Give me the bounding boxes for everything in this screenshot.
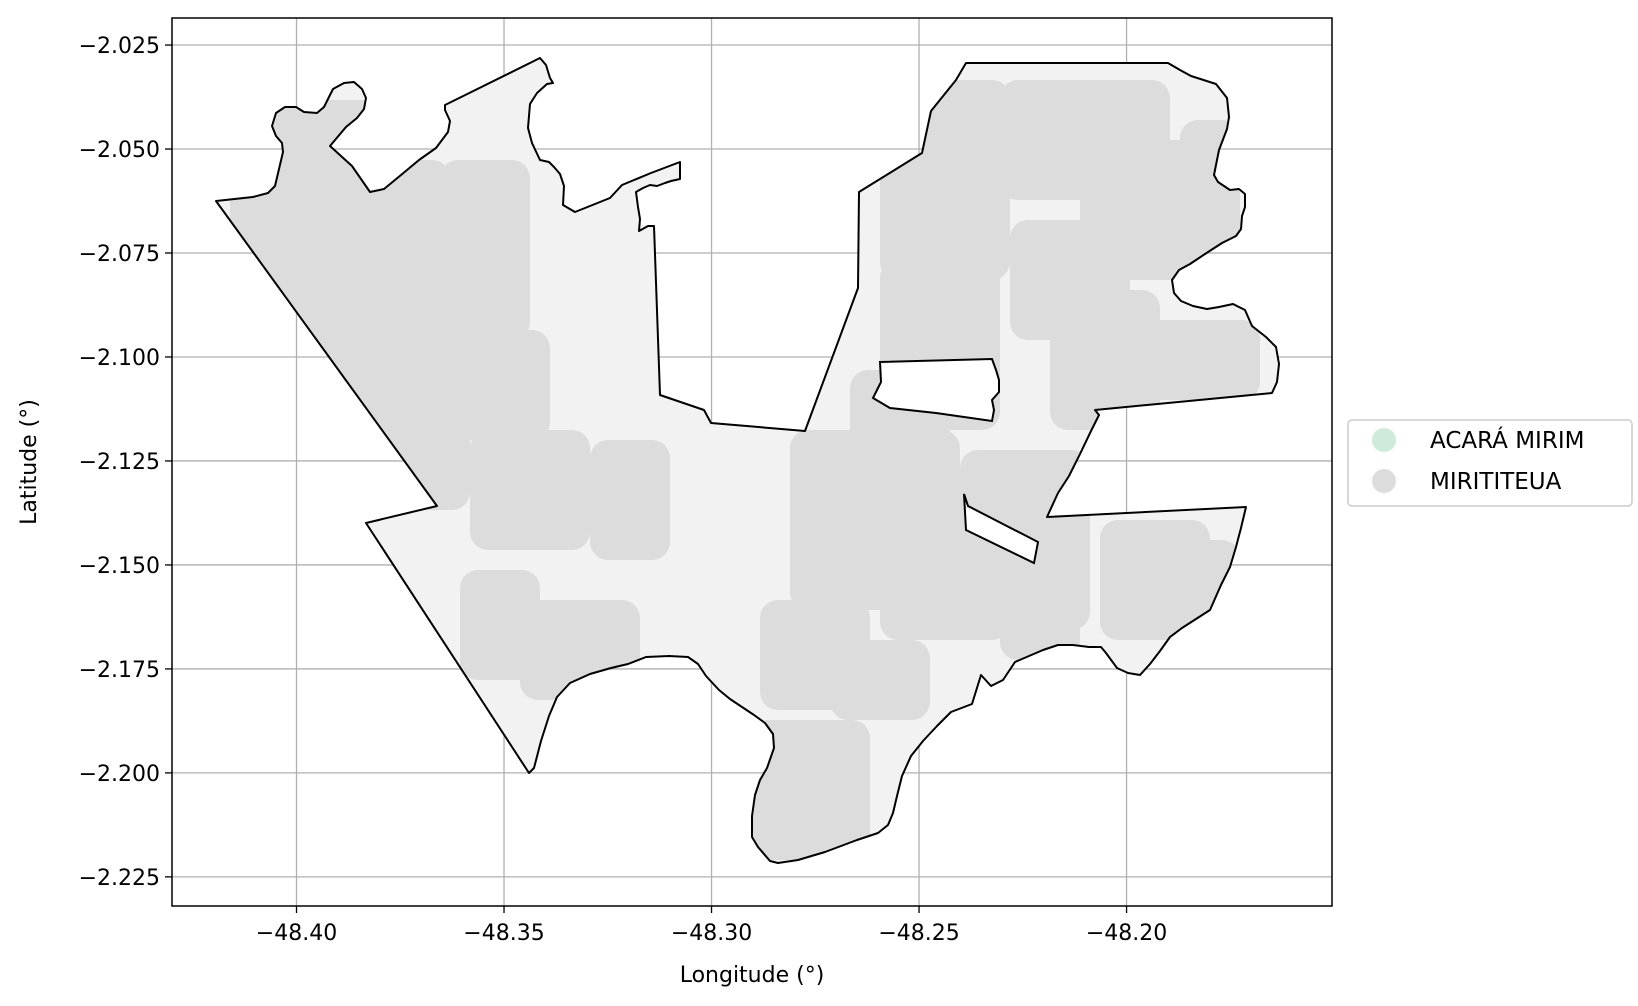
land-cover-patch — [470, 430, 590, 550]
land-cover-patch — [1140, 320, 1260, 400]
land-cover-patch — [830, 640, 930, 720]
y-tick-label: −2.225 — [79, 866, 160, 891]
y-axis-label: Latitude (°) — [17, 399, 42, 525]
axis-ticks: −48.40 −48.35 −48.30 −48.25 −48.20 −2.025 −2.0… — [79, 34, 1168, 946]
y-tick-label: −2.025 — [79, 34, 160, 59]
y-tick-label: −2.100 — [79, 346, 160, 371]
land-cover-patch — [1000, 590, 1080, 660]
municipality-boundary — [215, 57, 1280, 864]
land-cover-patch — [1050, 290, 1160, 430]
enclave-boundary-1 — [871, 357, 1000, 423]
x-tick-label: −48.40 — [256, 921, 337, 946]
y-tick-label: −2.150 — [79, 554, 160, 579]
x-tick-label: −48.20 — [1086, 921, 1167, 946]
legend: ACARÁ MIRIM MIRITITEUA — [1347, 419, 1633, 507]
enclave-boundary-2 — [963, 493, 1040, 565]
x-tick-label: −48.25 — [878, 921, 959, 946]
land-cover-patches — [230, 80, 1260, 860]
x-axis-label: Longitude (°) — [680, 963, 825, 988]
land-cover-patch — [260, 100, 380, 230]
land-cover-patch — [440, 160, 530, 340]
x-tick-label: −48.35 — [463, 921, 544, 946]
land-cover-patch — [880, 80, 1010, 280]
legend-marker-acara-mirim — [1372, 428, 1396, 452]
x-tick-label: −48.30 — [671, 921, 752, 946]
land-cover-patch — [1180, 120, 1240, 280]
land-cover-patch — [1180, 540, 1240, 610]
y-tick-label: −2.200 — [79, 762, 160, 787]
y-tick-label: −2.125 — [79, 450, 160, 475]
land-cover-patch — [590, 440, 670, 560]
y-tick-label: −2.050 — [79, 138, 160, 163]
land-cover-patch — [750, 720, 870, 860]
grid — [172, 18, 1332, 906]
legend-label-acara-mirim: ACARÁ MIRIM — [1430, 426, 1584, 454]
legend-marker-miritiseua — [1372, 469, 1396, 493]
y-tick-label: −2.075 — [79, 242, 160, 267]
land-cover-patch — [460, 570, 540, 680]
legend-frame — [1347, 419, 1633, 507]
map-area — [215, 57, 1280, 864]
y-tick-label: −2.175 — [79, 658, 160, 683]
land-cover-patch — [420, 330, 550, 440]
legend-label-miritiseua: MIRITITEUA — [1430, 469, 1562, 495]
plot-frame — [171, 17, 1333, 907]
